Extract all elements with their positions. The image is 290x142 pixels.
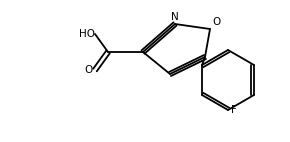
Text: N: N [171,12,179,22]
Text: HO: HO [79,29,95,39]
Text: O: O [212,17,220,27]
Text: O: O [85,65,93,75]
Text: F: F [231,105,237,115]
